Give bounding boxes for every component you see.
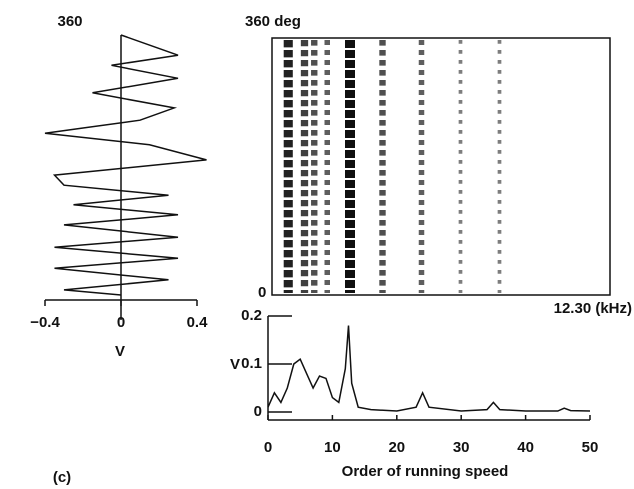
x-tick-label: 40 bbox=[517, 439, 534, 456]
spectrum-y-label: V bbox=[230, 356, 240, 373]
y-tick-label: 0 bbox=[254, 403, 262, 420]
x-tick-label: 10 bbox=[324, 439, 341, 456]
x-tick-label: 20 bbox=[388, 439, 405, 456]
spectrum-line bbox=[267, 325, 591, 412]
x-tick-label: −0.4 bbox=[30, 314, 60, 331]
order-map-frame bbox=[271, 37, 611, 296]
waveform-line bbox=[44, 34, 207, 296]
map-bottom-label: 0 bbox=[258, 284, 266, 301]
map-right-label: 12.30 (kHz) bbox=[554, 300, 632, 317]
y-tick-label: 360 bbox=[57, 13, 82, 30]
y-tick-label: 0.1 bbox=[241, 355, 262, 372]
waveform-axis-label: V bbox=[115, 343, 125, 360]
spectrum-x-label: Order of running speed bbox=[342, 463, 509, 480]
x-tick-label: 50 bbox=[582, 439, 599, 456]
x-tick-label: 30 bbox=[453, 439, 470, 456]
map-top-label: 360 deg bbox=[245, 13, 301, 30]
y-tick-label: 0.2 bbox=[241, 307, 262, 324]
x-tick-label: 0 bbox=[117, 314, 125, 331]
x-tick-label: 0 bbox=[264, 439, 272, 456]
x-tick-label: 0.4 bbox=[187, 314, 209, 331]
panel-label: (c) bbox=[53, 469, 71, 486]
